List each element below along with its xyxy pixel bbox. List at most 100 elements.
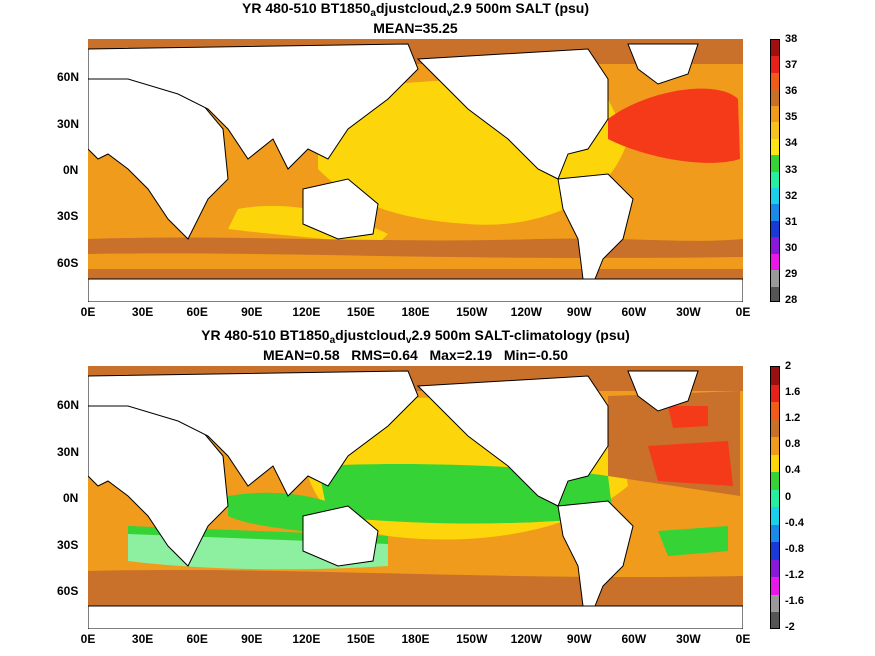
antarctica-land [88,278,743,302]
top-salinity-map [88,39,743,302]
bottom-colorbar-label: 0.4 [785,464,801,477]
bottom-colorbar-segment [771,524,779,544]
north-atlantic-red-top [668,406,708,428]
top-title-line1: YR 480-510 BT1850adjustcloudv2.9 500m SA… [242,0,589,19]
bottom-colorbar-label: 0 [785,490,792,503]
bottom-x-tick-2: 60E [186,632,208,646]
greenland-land [627,370,699,412]
south-america-land [557,500,634,612]
bottom-x-tick-8: 120W [510,632,543,646]
bottom-colorbar-segment [771,437,779,456]
bottom-colorbar-label: 0.8 [785,438,801,451]
south-america-land [557,173,634,285]
bottom-x-tick-9: 90W [566,632,592,646]
bottom-y-tick-0n: 0N [63,491,79,505]
top-colorbar-segment [771,40,779,58]
bottom-colorbar-label: -1.6 [785,594,804,607]
top-colorbar-label: 36 [785,85,798,98]
bottom-x-tick-0: 0E [80,632,96,646]
bottom-x-tick-3: 90E [241,632,263,646]
top-x-tick-3: 90E [241,305,263,319]
top-x-tick-11: 30W [676,305,701,319]
greenland-land [627,43,699,85]
bottom-colorbar-segment [771,594,779,614]
top-y-tick-0n: 0N [63,163,79,177]
top-colorbar-segment [771,237,779,255]
top-colorbar-label: 38 [785,33,798,45]
bottom-colorbar-segment [771,507,779,526]
top-x-tick-0: 0E [80,305,96,319]
bottom-x-tick-5: 150E [346,632,375,646]
bottom-x-tick-12: 0E [735,632,751,646]
top-colorbar-segment [771,155,779,173]
bottom-x-tick-10: 60W [621,632,647,646]
top-colorbar-segment [771,187,779,206]
top-x-tick-2: 60E [186,305,208,319]
top-y-tick-60s: 60S [57,256,79,270]
bottom-y-tick-60n: 60N [57,398,80,412]
bottom-colorbar-segment [771,472,779,491]
top-colorbar-label: 31 [785,215,798,228]
north-atlantic-red [648,441,733,486]
top-y-tick-30s: 30S [57,209,79,223]
top-y-tick-30n: 30N [57,117,80,131]
top-colorbar-label: 29 [785,267,798,280]
bottom-colorbar-segment [771,577,779,596]
antarctica-land [88,605,743,629]
top-colorbar-segment [771,105,779,124]
bottom-y-tick-30n: 30N [57,445,80,459]
bottom-y-tick-30s: 30S [57,538,79,552]
top-colorbar-label: 33 [785,163,798,176]
bottom-colorbar-segment [771,402,779,421]
top-colorbar-label: 32 [785,189,798,202]
bottom-colorbar-segment [771,384,779,404]
top-x-tick-12: 0E [735,305,751,319]
top-x-tick-4: 120E [292,305,321,319]
north-america-land [416,375,609,507]
bottom-title-line2: MEAN=0.58 RMS=0.64 Max=2.19 Min=-0.50 [262,347,569,363]
bottom-colorbar-label: -0.4 [785,516,804,529]
bottom-title-line1: YR 480-510 BT1850adjustcloudv2.9 500m SA… [201,327,630,346]
south-atlantic-green [658,526,728,556]
bottom-colorbar [770,366,780,629]
top-colorbar [770,39,780,302]
bottom-colorbar-segment [771,542,779,561]
top-colorbar-label: 28 [785,294,798,306]
top-colorbar-segment [771,89,779,107]
bottom-x-tick-11: 30W [676,632,701,646]
bottom-y-tick-60s: 60S [57,584,79,598]
bottom-colorbar-label: -0.8 [785,542,804,555]
bottom-colorbar-label: -2 [785,621,795,633]
top-colorbar-segment [771,253,779,272]
top-colorbar-segment [771,286,779,301]
land [88,370,743,629]
bottom-colorbar-segment [771,454,779,474]
bottom-colorbar-label: 2 [785,360,792,372]
bottom-colorbar-label: 1.6 [785,386,801,399]
top-y-tick-60n: 60N [57,70,80,84]
eurasia-land [88,43,419,170]
north-atlantic-red [608,88,740,163]
bottom-colorbar-segment [771,419,779,439]
top-colorbar-segment [771,171,779,189]
bottom-colorbar-segment [771,559,779,579]
top-colorbar-segment [771,72,779,91]
top-colorbar-segment [771,138,779,157]
top-x-tick-9: 90W [566,305,592,319]
bottom-colorbar-segment [771,489,779,509]
top-colorbar-label: 34 [785,137,798,150]
top-colorbar-segment [771,220,779,239]
bottom-x-tick-7: 150W [456,632,488,646]
bottom-colorbar-segment [771,612,779,628]
top-x-tick-6: 180E [401,305,430,319]
top-colorbar-segment [771,270,779,288]
top-colorbar-label: 35 [785,111,798,124]
top-x-tick-8: 120W [510,305,543,319]
southern-light [88,253,743,269]
bottom-salinity-anomaly-map [88,366,743,629]
top-x-tick-7: 150W [456,305,488,319]
top-x-tick-10: 60W [621,305,647,319]
australia-land [302,178,379,240]
top-colorbar-segment [771,204,779,222]
australia-land [302,505,379,567]
